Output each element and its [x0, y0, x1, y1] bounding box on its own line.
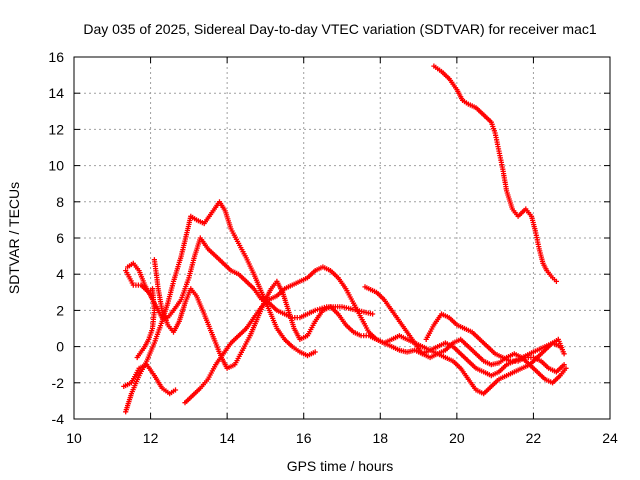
series-marks-s7: [423, 311, 567, 375]
plot-frame: [73, 56, 611, 420]
x-axis-label: GPS time / hours: [287, 458, 394, 474]
series-marks-s9: [123, 268, 157, 361]
y-tick-label: -4: [52, 411, 65, 427]
y-tick-label: 14: [48, 85, 64, 101]
x-tick-label: 14: [219, 430, 235, 446]
y-tick-label: 2: [56, 302, 64, 318]
x-tick-label: 20: [449, 430, 465, 446]
x-tick-label: 18: [372, 430, 388, 446]
y-tick-label: 8: [56, 194, 64, 210]
y-tick-label: 16: [48, 49, 64, 65]
y-tick-label: 0: [56, 339, 64, 355]
y-tick-label: 10: [48, 158, 64, 174]
x-tick-label: 10: [66, 430, 82, 446]
x-tick-label: 16: [296, 430, 312, 446]
grid-lines: [74, 57, 610, 419]
y-axis-label: SDTVAR / TECUs: [6, 182, 22, 294]
data-marks: [121, 63, 569, 415]
series-marks-s6: [362, 284, 569, 386]
series-s8: [431, 63, 559, 284]
x-tick-label: 22: [526, 430, 542, 446]
y-tick-labels: -4 -2 0 2 4 6 8 10 12 14 16: [48, 49, 64, 427]
x-tick-label: 24: [602, 430, 618, 446]
series-marks-s3: [121, 362, 179, 397]
series-marks-s5: [182, 264, 567, 406]
series-marks-s8: [431, 63, 559, 284]
series-s3: [121, 362, 179, 397]
x-tick-labels: 10 12 14 16 18 20 22 24: [66, 430, 618, 446]
series-s6: [362, 284, 569, 386]
y-tick-label: 4: [56, 266, 64, 282]
chart-title: Day 035 of 2025, Sidereal Day-to-day VTE…: [83, 21, 596, 37]
series-s7: [423, 311, 567, 375]
y-tick-label: -2: [52, 375, 65, 391]
x-tick-label: 12: [143, 430, 159, 446]
series-s9: [123, 268, 157, 361]
y-tick-label: 6: [56, 230, 64, 246]
y-tick-label: 12: [48, 121, 64, 137]
series-s5: [182, 264, 567, 406]
